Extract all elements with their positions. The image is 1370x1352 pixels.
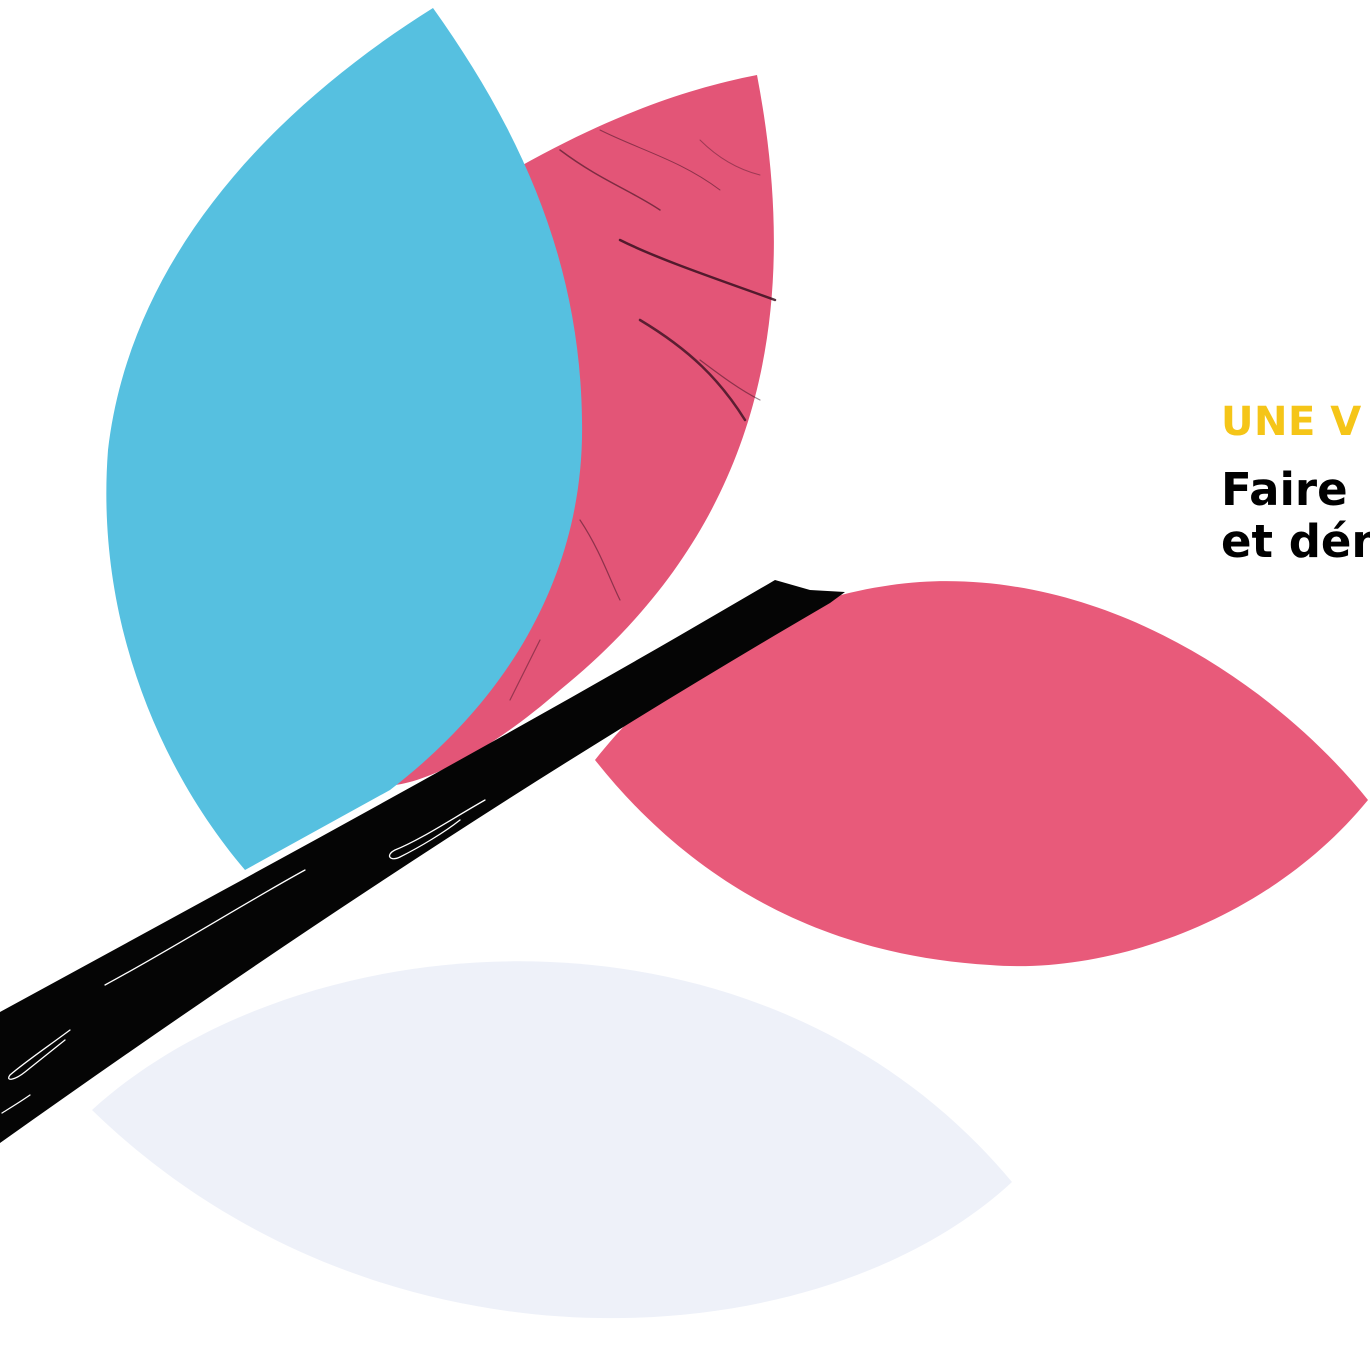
branch-icon <box>0 580 845 1143</box>
leaf-pink-icon <box>595 581 1368 967</box>
hero-kicker: UNE V <box>1221 399 1362 445</box>
hero-headline: Faire et dén <box>1221 464 1370 568</box>
hero-text-block: UNE V Faire et dén <box>1221 398 1370 568</box>
hero-headline-line2: et dén <box>1221 515 1370 568</box>
hero-headline-line1: Faire <box>1221 463 1348 516</box>
leaf-pale-icon <box>92 961 1012 1319</box>
leaf-blue-icon <box>106 8 583 870</box>
